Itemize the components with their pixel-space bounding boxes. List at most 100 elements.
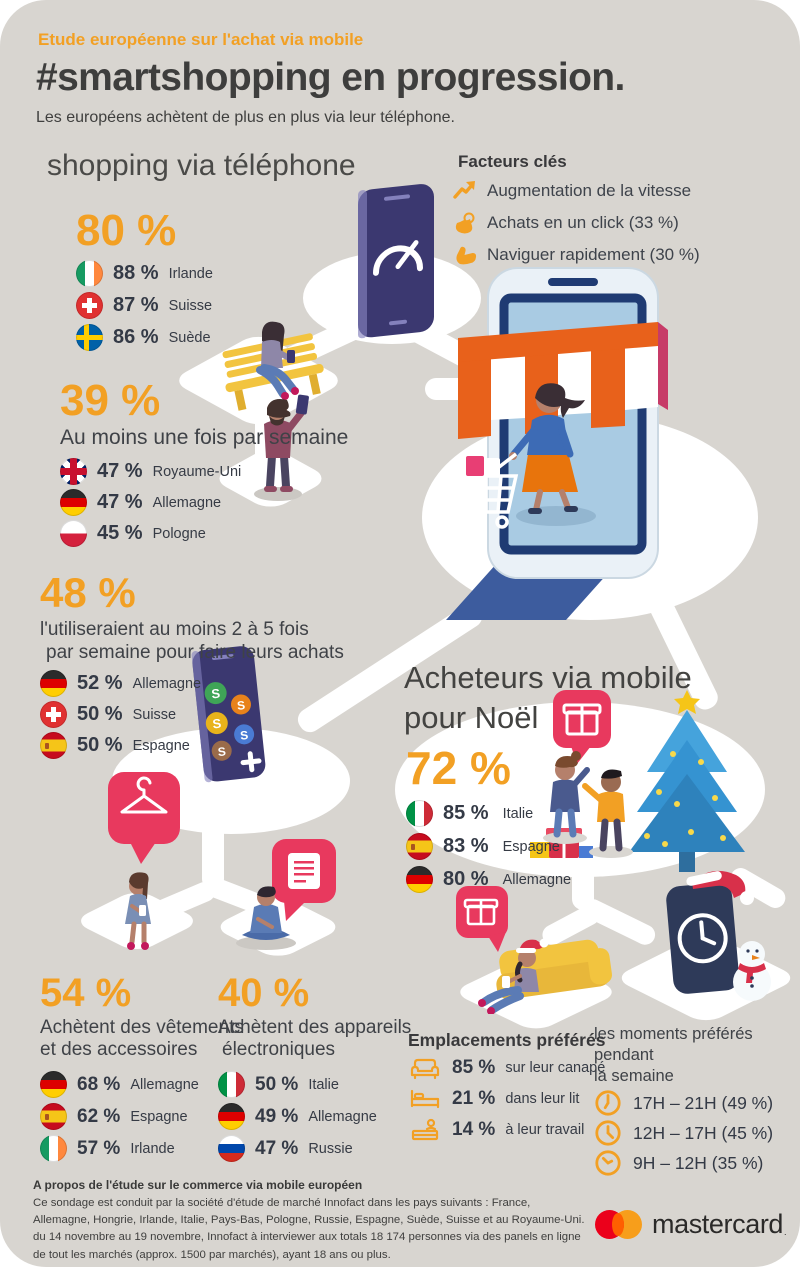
shopping-cart bbox=[453, 452, 519, 529]
santa-hat bbox=[686, 870, 754, 905]
snowman-phone-illustration bbox=[666, 870, 771, 1001]
ireland-flag-icon bbox=[40, 1135, 67, 1162]
header: Etude européenne sur l'achat via mobile … bbox=[36, 30, 625, 127]
stat-label: électroniques bbox=[222, 1039, 336, 1060]
christmas-shoppers-illustration bbox=[530, 690, 745, 872]
place-label: dans leur lit bbox=[505, 1091, 580, 1107]
stat-row-country: Pologne bbox=[152, 525, 206, 542]
stat-40: 40 % Achètent des appareils électronique… bbox=[218, 972, 411, 1162]
sofa-icon bbox=[410, 1058, 440, 1080]
svg-text:S: S bbox=[236, 698, 245, 713]
stat-row: 80 % Allemagne bbox=[406, 866, 571, 893]
stat-row-country: Allemagne bbox=[130, 1076, 199, 1093]
stat-value: 40 % bbox=[218, 971, 310, 1015]
stat-row-percent: 45 % bbox=[97, 522, 143, 544]
stat-row: 47 % Allemagne bbox=[60, 489, 348, 516]
stat-row-country: Suisse bbox=[132, 706, 177, 723]
stat-row: 50 % Italie bbox=[218, 1071, 411, 1098]
stat-row-country: Allemagne bbox=[308, 1108, 377, 1125]
stat-row: 88 % Irlande bbox=[76, 260, 213, 287]
spain-flag-icon bbox=[40, 732, 67, 759]
stat-row-country: Espagne bbox=[502, 838, 560, 855]
factor-item: Naviguer rapidement (30 %) bbox=[452, 242, 762, 268]
header-eyebrow: Etude européenne sur l'achat via mobile bbox=[38, 30, 364, 49]
sofa-woman-illustration bbox=[456, 886, 612, 1014]
mastercard-logo: mastercard . bbox=[595, 1206, 787, 1242]
snowman bbox=[733, 941, 771, 1001]
stat-label: Achètent des vêtements bbox=[40, 1017, 244, 1038]
stat-row: 45 % Pologne bbox=[60, 520, 348, 547]
poland-flag-icon bbox=[60, 520, 87, 547]
stat-row: 62 % Espagne bbox=[40, 1103, 244, 1130]
key-factors-title: Facteurs clés bbox=[458, 152, 567, 171]
stat-row-percent: 87 % bbox=[113, 294, 159, 316]
heading-line: Acheteurs via mobile bbox=[404, 660, 692, 695]
clock-morning-icon bbox=[595, 1150, 621, 1176]
moment-label: 12H – 17H (45 %) bbox=[633, 1122, 774, 1143]
gifting-man bbox=[582, 769, 633, 858]
germany-flag-icon bbox=[60, 489, 87, 516]
stat-row-country: Suède bbox=[168, 329, 211, 346]
section-heading-shopping: shopping via téléphone bbox=[47, 149, 356, 182]
gift-pin-icon bbox=[456, 886, 508, 952]
stat-value: 39 % bbox=[60, 376, 161, 425]
stat-row-percent: 83 % bbox=[443, 835, 489, 857]
mastercard-wordmark: mastercard bbox=[652, 1208, 784, 1239]
stat-row-percent: 50 % bbox=[77, 734, 123, 756]
spain-flag-icon bbox=[40, 1103, 67, 1130]
stat-row-country: Irlande bbox=[130, 1140, 175, 1157]
stat-row: 57 % Irlande bbox=[40, 1135, 244, 1162]
stat-row-country: Allemagne bbox=[132, 675, 202, 692]
gifting-woman bbox=[543, 751, 590, 844]
italy-flag-icon bbox=[406, 800, 433, 827]
place-label: sur leur canapé bbox=[505, 1060, 606, 1076]
clock-evening-icon bbox=[595, 1090, 621, 1116]
santa-hat-woman bbox=[478, 938, 549, 1014]
uk-flag-icon bbox=[60, 458, 87, 485]
standing-man-illustration bbox=[254, 394, 309, 501]
stat-row-percent: 62 % bbox=[77, 1105, 121, 1127]
page-subtitle: Les européens achètent de plus en plus v… bbox=[36, 109, 455, 126]
stat-row: 87 % Suisse bbox=[76, 292, 213, 319]
preferred-places: Emplacements préférés 85 % sur leur cana… bbox=[408, 1030, 605, 1144]
stat-row: 85 % Italie bbox=[406, 800, 571, 827]
stat-row-country: Italie bbox=[502, 805, 534, 822]
mastercard-trademark-dot: . bbox=[784, 1227, 787, 1237]
stat-row: 50 % Suisse bbox=[40, 701, 344, 728]
preferred-moments: les moments préférés pendant la semaine … bbox=[594, 1024, 794, 1177]
trending-up-arrow-icon bbox=[453, 181, 475, 199]
svg-text:S: S bbox=[211, 686, 222, 702]
stat-54: 54 % Achètent des vêtements et des acces… bbox=[40, 972, 244, 1162]
stat-row-percent: 50 % bbox=[77, 703, 123, 725]
stat-row-country: Russie bbox=[308, 1140, 353, 1157]
stat-row-percent: 52 % bbox=[77, 672, 123, 694]
one-click-hand-icon bbox=[455, 212, 475, 234]
russia-flag-icon bbox=[218, 1135, 245, 1162]
stat-value: 48 % bbox=[40, 569, 136, 616]
stat-row-percent: 47 % bbox=[255, 1137, 299, 1159]
stat-label: l'utiliseraient au moins 2 à 5 fois bbox=[40, 619, 309, 640]
moment-label: 17H – 21H (49 %) bbox=[633, 1092, 774, 1113]
stat-row-country: Royaume-Uni bbox=[152, 463, 242, 480]
stat-row-percent: 47 % bbox=[97, 460, 143, 482]
heading-line: pour Noël bbox=[404, 700, 539, 735]
germany-flag-icon bbox=[40, 1071, 67, 1098]
christmas-tree bbox=[629, 690, 745, 872]
section-heading-christmas: Acheteurs via mobile pour Noël bbox=[404, 658, 692, 738]
bench-woman-illustration bbox=[222, 321, 324, 411]
sweden-flag-icon bbox=[76, 324, 103, 351]
preferred-places-title: Emplacements préférés bbox=[408, 1030, 606, 1050]
stat-row-country: Allemagne bbox=[502, 871, 572, 888]
stat-row-country: Suisse bbox=[168, 297, 213, 314]
page-title: #smartshopping en progression. bbox=[36, 56, 625, 99]
speed-phone-illustration bbox=[358, 184, 434, 339]
footer-about: A propos de l'étude sur le commerce via … bbox=[33, 1178, 589, 1264]
stat-39: 39 % Au moins une fois par semaine 47 % … bbox=[60, 378, 348, 547]
hanger-pin-woman-illustration bbox=[108, 772, 180, 950]
italy-flag-icon bbox=[218, 1071, 245, 1098]
germany-flag-icon bbox=[406, 866, 433, 893]
stat-row-percent: 68 % bbox=[77, 1073, 121, 1095]
stat-label: Achètent des appareils bbox=[218, 1017, 412, 1038]
moment-label: 9H – 12H (35 %) bbox=[633, 1152, 764, 1173]
stat-value: 54 % bbox=[40, 971, 132, 1015]
